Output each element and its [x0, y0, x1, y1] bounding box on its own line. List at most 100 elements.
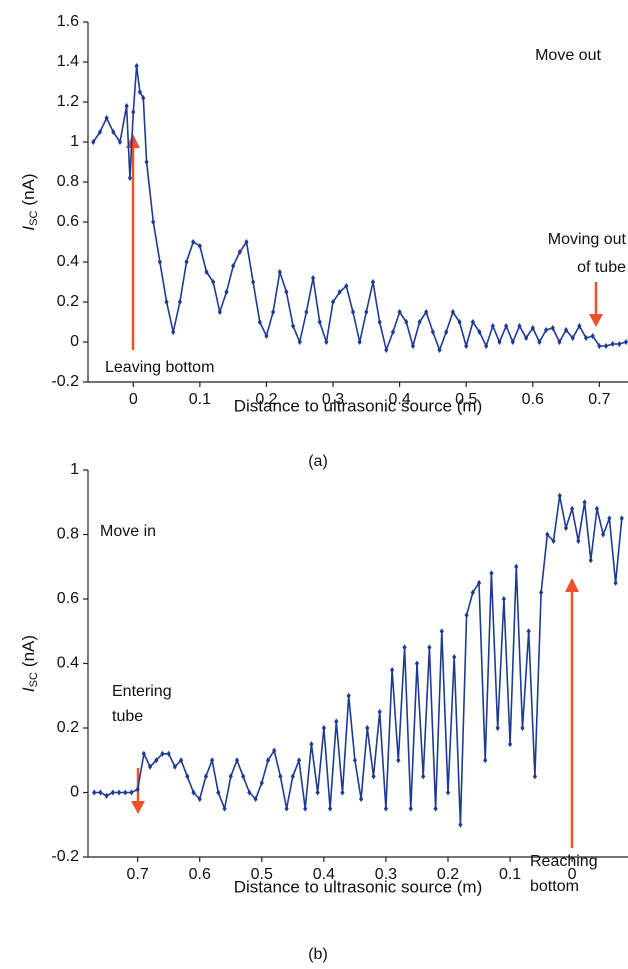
y-tick-label: 0.6	[57, 213, 79, 230]
point	[344, 283, 349, 289]
y-label-unit: (nA)	[19, 635, 38, 667]
point	[247, 789, 252, 796]
point	[123, 789, 128, 796]
annotation: bottom	[530, 878, 579, 895]
point	[445, 789, 451, 796]
point	[340, 789, 345, 796]
point	[551, 537, 556, 544]
caption: (b)	[308, 946, 328, 963]
point	[91, 139, 96, 145]
point	[253, 795, 258, 802]
point	[259, 779, 264, 786]
x-tick-label: 0.2	[255, 391, 277, 408]
point	[224, 289, 229, 295]
point	[337, 289, 342, 295]
point	[92, 789, 97, 796]
point	[590, 333, 595, 339]
point	[370, 279, 376, 285]
point	[315, 789, 320, 796]
y-tick-label: 0.8	[57, 173, 79, 190]
point	[414, 660, 420, 667]
point	[402, 644, 407, 651]
point	[545, 531, 550, 538]
point	[141, 750, 146, 757]
point	[424, 309, 429, 315]
x-axis-label: Distance to ultrasonic source (m)	[234, 877, 482, 896]
annotation: of tube	[577, 259, 626, 276]
point	[203, 773, 209, 780]
point	[111, 129, 116, 135]
y-tick-label: 1	[70, 133, 79, 150]
point	[151, 219, 156, 225]
x-tick-label: 0.1	[499, 866, 521, 883]
point	[371, 773, 376, 780]
point	[265, 757, 271, 764]
point	[464, 612, 469, 619]
point	[510, 339, 515, 345]
y-tick-label: 1.4	[57, 53, 79, 70]
point	[135, 786, 140, 793]
point	[234, 757, 240, 764]
point	[507, 741, 513, 748]
point	[228, 773, 233, 780]
point	[204, 269, 209, 275]
point	[377, 319, 382, 325]
point	[470, 319, 475, 325]
point	[619, 515, 624, 522]
point	[284, 289, 289, 295]
point	[563, 525, 569, 532]
point	[397, 309, 402, 315]
point	[570, 505, 575, 512]
point	[160, 750, 165, 757]
point	[563, 327, 569, 333]
point	[617, 341, 622, 347]
point	[117, 139, 123, 145]
point	[570, 335, 575, 341]
point	[557, 339, 562, 345]
point	[278, 773, 283, 780]
point	[303, 805, 308, 812]
point	[490, 323, 495, 329]
y-label-subscript: sc	[28, 672, 40, 687]
point	[520, 725, 525, 731]
point	[514, 563, 519, 570]
point	[583, 335, 589, 341]
point	[408, 805, 413, 812]
point	[539, 589, 544, 596]
point	[131, 109, 136, 115]
point	[427, 644, 432, 651]
point	[497, 339, 502, 345]
annotation: Leaving bottom	[105, 359, 214, 376]
point	[550, 325, 555, 331]
point	[417, 319, 422, 325]
point	[352, 757, 357, 764]
point	[244, 239, 249, 245]
point	[421, 773, 426, 780]
point	[610, 341, 615, 347]
point	[211, 279, 216, 285]
point	[470, 589, 475, 596]
point	[272, 747, 277, 754]
point	[98, 789, 103, 796]
point	[197, 795, 202, 802]
point	[526, 628, 531, 635]
x-tick-label: 0.3	[322, 391, 344, 408]
point	[179, 757, 184, 764]
point	[439, 628, 444, 635]
point	[557, 492, 562, 499]
point	[530, 325, 535, 331]
point	[603, 343, 609, 349]
point	[517, 323, 522, 329]
point	[171, 329, 176, 335]
point	[297, 339, 302, 345]
x-tick-label: 0.6	[522, 391, 544, 408]
point	[452, 654, 457, 661]
point	[124, 103, 129, 109]
x-tick-label: 0.5	[455, 391, 477, 408]
y-tick-label: 1.6	[57, 13, 79, 30]
point	[495, 725, 500, 731]
point	[222, 805, 227, 812]
point	[532, 773, 537, 780]
y-tick-label: -0.2	[51, 848, 79, 865]
